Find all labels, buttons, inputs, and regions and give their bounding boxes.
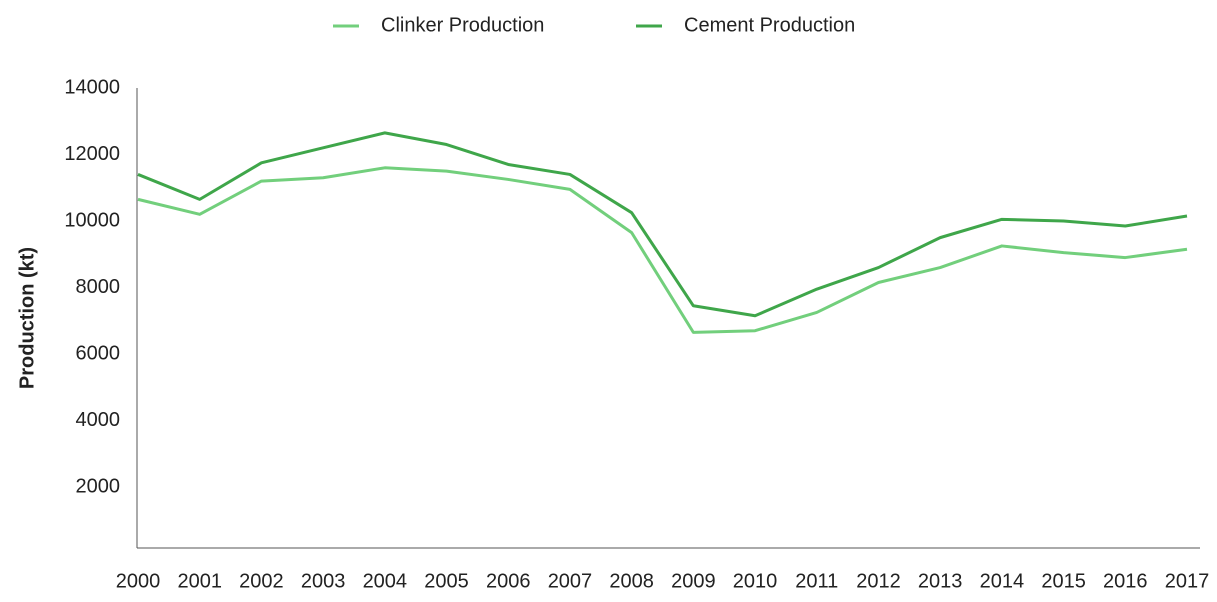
line-series [137,131,1188,318]
x-tick-label: 2013 [918,570,963,592]
x-tick-label: 2006 [486,570,531,592]
line-series [137,166,1188,334]
x-tick-label: 2016 [1103,570,1148,592]
x-tick-label: 2003 [301,570,346,592]
y-tick-label: 4000 [76,409,121,431]
x-tick-label: 2014 [980,570,1025,592]
x-tick-label: 2008 [609,570,654,592]
x-tick-label: 2017 [1165,570,1210,592]
y-tick-label: 2000 [76,475,121,497]
x-tick-label: 2010 [733,570,778,592]
legend-label: Cement Production [684,14,855,36]
x-tick-label: 2015 [1041,570,1086,592]
y-tick-label: 8000 [76,276,121,298]
y-axis-label: Production (kt) [16,247,38,389]
x-tick-label: 2002 [239,570,284,592]
y-tick-label: 10000 [64,209,120,231]
x-tick-label: 2001 [177,570,222,592]
x-tick-label: 2009 [671,570,716,592]
x-tick-label: 2011 [795,570,838,592]
x-tick-label: 2000 [116,570,161,592]
x-tick-label: 2005 [424,570,469,592]
x-tick-label: 2007 [548,570,593,592]
x-tick-label: 2004 [363,570,408,592]
legend-label: Clinker Production [381,14,544,36]
y-tick-label: 14000 [64,76,120,98]
y-tick-label: 12000 [64,143,120,165]
y-tick-label: 6000 [76,342,121,364]
x-tick-label: 2012 [856,570,901,592]
